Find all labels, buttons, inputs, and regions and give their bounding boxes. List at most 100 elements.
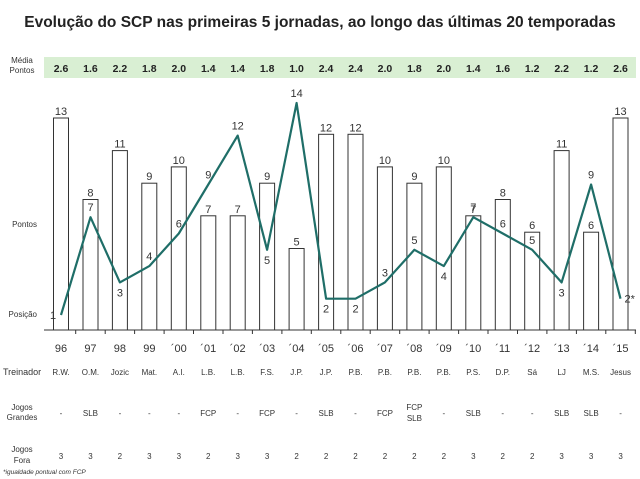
bar-value-label: 9 [146,171,152,183]
bar-value-label: 13 [55,106,67,118]
year-label: 97 [84,343,96,355]
jogos-grandes-value: FCP [406,403,422,412]
bar-value-label: 6 [529,220,535,232]
jogos-fora-value: 3 [471,452,476,461]
jogos-fora-value: 2 [118,452,123,461]
year-label: ´03 [259,343,275,355]
jogos-grandes-value: SLB [83,409,98,418]
jogos-fora-value: 3 [147,452,152,461]
treinador-value: P.B. [407,368,421,377]
year-label: ´13 [554,343,570,355]
jogos-grandes-values: - SLB - - - FCP - FCP - SLB - FCP FCP SLB - SLB - - SLB SLB… [60,403,623,423]
footnote: *igualdade pontual com FCP [3,469,86,476]
bars-group [53,117,629,331]
year-label: 99 [143,343,155,355]
bar-value-label: 10 [379,155,391,167]
jogos-fora-value: 3 [88,452,93,461]
jogos-fora-values: 3 3 2 3 3 2 3 3 2 2 2 2 2 2 3 2 2 3 3 3 [59,452,624,461]
treinador-value: J.P. [320,368,333,377]
jogos-fora-value: 2 [353,452,358,461]
position-value-label: 9 [588,170,594,182]
media-pontos-value: 1.4 [201,63,216,75]
media-pontos-value: 2.0 [437,63,452,75]
jogos-fora-value: 2 [294,452,299,461]
media-pontos-value: 1.6 [495,63,510,75]
year-label: ´12 [524,343,540,355]
bar [288,248,305,331]
bar-value-label: 13 [614,106,626,118]
jogos-grandes-value: - [443,409,446,418]
year-label: ´02 [230,343,246,355]
jogos-grandes-value: - [295,409,298,418]
bar-value-label: 10 [438,155,450,167]
position-value-label: 5 [264,255,270,267]
treinador-value: F.S. [260,368,274,377]
treinador-value: O.M. [82,368,99,377]
year-label: ´07 [377,343,393,355]
jogos-fora-value: 2 [442,452,447,461]
bar-value-label: 11 [114,139,125,151]
media-pontos-values: 2.6 1.6 2.2 1.8 2.0 1.4 1.4 1.8 1.0 2.4 2.4 2.0 1.8 2… [54,63,628,75]
jogos-fora-value: 3 [265,452,270,461]
treinador-value: P.B. [378,368,392,377]
bar-value-label: 8 [87,188,93,200]
jogos-fora-value: 2 [530,452,535,461]
year-label: ´09 [436,343,452,355]
bar-value-label: 6 [588,220,594,232]
jogos-fora-value: 2 [412,452,417,461]
year-label: ´06 [348,343,364,355]
media-pontos-value: 2.4 [348,63,363,75]
position-value-label: 2 [352,304,358,316]
position-line [59,101,622,316]
year-label: ´10 [465,343,481,355]
bar-value-label: 5 [294,237,300,249]
jogos-grandes-value: - [354,409,357,418]
media-label-line1: Média [11,56,33,65]
media-pontos-value: 1.8 [142,63,157,75]
media-pontos-value: 2.6 [613,63,628,75]
jogos-grandes-value: FCP [259,409,275,418]
year-label: ´08 [406,343,422,355]
bar-value-label: 7 [205,204,211,216]
jogos-grandes-value: - [148,409,151,418]
year-label: ´00 [171,343,187,355]
jogos-fora-value: 2 [501,452,506,461]
position-value-label: 2* [625,294,636,306]
year-label: 96 [55,343,67,355]
jogos-grandes-value: SLB [318,409,333,418]
media-pontos-value: 1.4 [466,63,481,75]
jogos-grandes-value: SLB [407,414,422,423]
bar-value-label: 9 [264,171,270,183]
media-pontos-value: 1.8 [407,63,422,75]
year-labels: 96 97 98 99 ´00 ´01 ´02 ´03 ´04 ´05 ´06 ´07 ´08 ´09 ´1… [55,343,629,355]
year-label: ´04 [289,343,305,355]
treinador-value: Jozic [111,368,129,377]
media-band [44,57,636,78]
media-pontos-value: 2.2 [554,63,569,75]
media-pontos-value: 2.2 [113,63,128,75]
treinador-values: R.W. O.M. Jozic Mat. A.I. L.B. L.B. F.S. J.P. J.P… [52,368,631,377]
treinador-value: J.P. [290,368,303,377]
jogos-grandes-value: - [531,409,534,418]
jogos-fora-value: 3 [618,452,623,461]
treinador-value: D.P. [495,368,510,377]
bar-value-label: 12 [349,122,361,134]
position-value-label: 6 [500,219,506,231]
jogos-fora-value: 3 [59,452,64,461]
treinador-value: P.B. [437,368,451,377]
media-pontos-value: 1.0 [289,63,304,75]
media-pontos-value: 2.4 [319,63,334,75]
year-label: ´14 [583,343,599,355]
jogos-fora-value: 3 [235,452,240,461]
bar-value-label: 9 [411,171,417,183]
posicao-axis-label: Posição [9,310,38,319]
jogos-grandes-value: FCP [377,409,393,418]
bar [229,215,246,331]
position-value-label: 5 [411,235,417,247]
treinador-value: Mat. [142,368,158,377]
treinador-value: L.B. [231,368,245,377]
position-value-label: 14 [290,88,302,100]
year-label: 98 [114,343,126,355]
position-value-label: 3 [117,287,123,299]
